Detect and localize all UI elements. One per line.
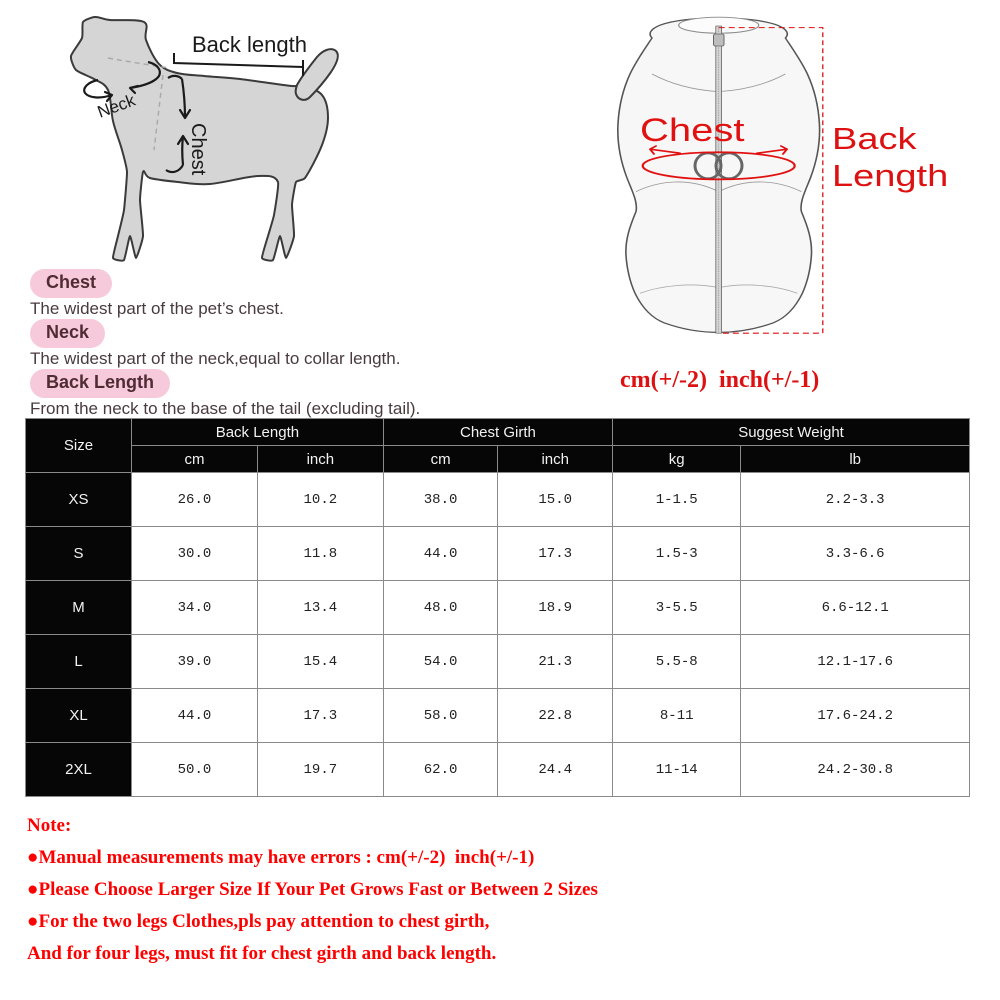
svg-text:Chest: Chest xyxy=(187,123,209,176)
svg-text:Length: Length xyxy=(832,159,948,193)
svg-text:Back length: Back length xyxy=(192,32,307,57)
svg-text:Chest: Chest xyxy=(640,112,744,148)
svg-text:Back: Back xyxy=(832,123,917,157)
